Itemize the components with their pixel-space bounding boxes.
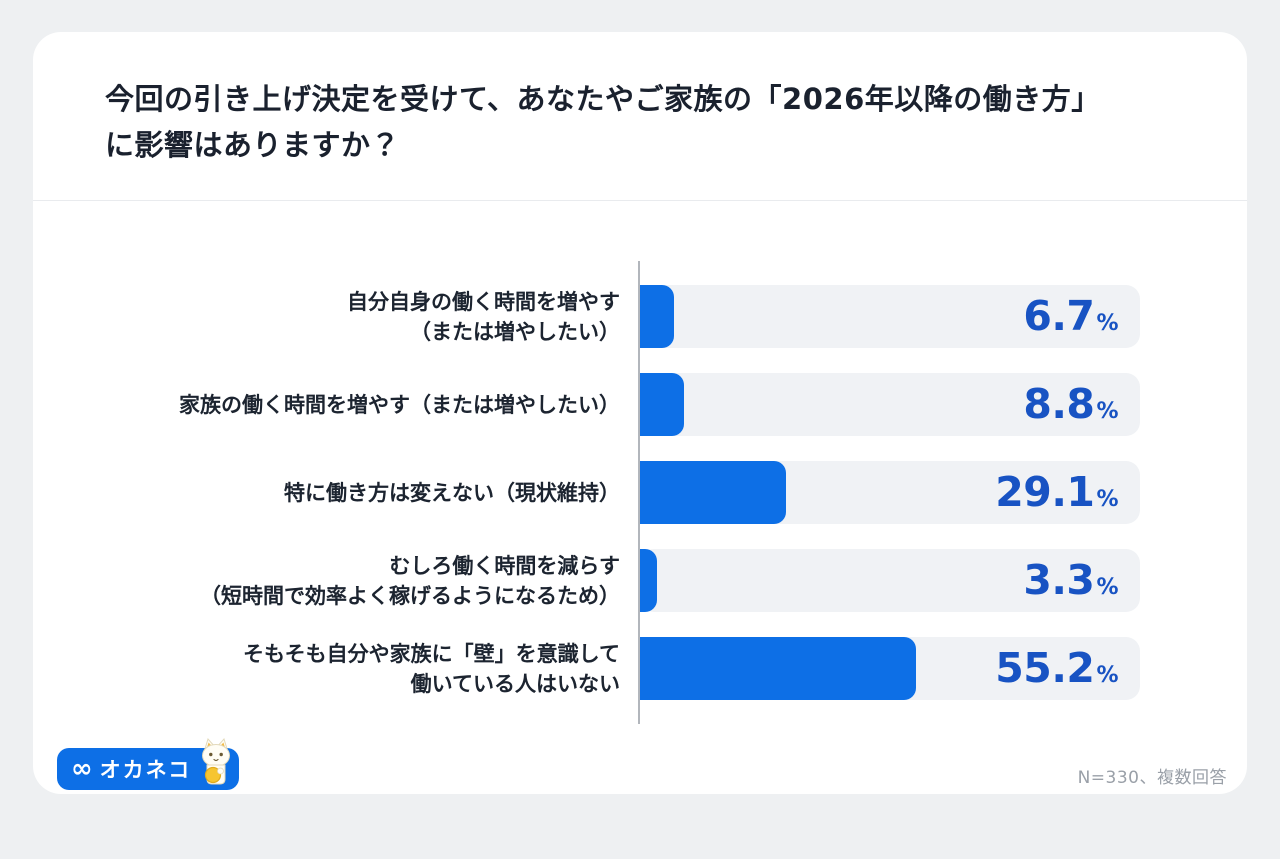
percent-sign: %: [1096, 663, 1118, 688]
category-label: むしろ働く時間を減らす （短時間で効率よく稼げるようになるため）: [200, 553, 620, 608]
value-number: 6.7: [1023, 292, 1095, 340]
value-label: 29.1%: [995, 472, 1140, 513]
bar: [640, 549, 657, 612]
axis-baseline: [638, 261, 640, 724]
percent-sign: %: [1096, 311, 1118, 336]
bar: [640, 285, 674, 348]
okaneko-logo: ∞ オカネコ: [57, 738, 240, 790]
sample-size-note: N=330、複数回答: [1077, 768, 1227, 788]
survey-chart-card: 今回の引き上げ決定を受けて、あなたやご家族の「2026年以降の働き方」 に影響は…: [33, 32, 1247, 794]
chart-row-3: 特に働き方は変えない（現状維持） 29.1%: [33, 461, 1247, 524]
chart-row-5: そもそも自分や家族に「壁」を意識して 働いている人はいない 55.2%: [33, 637, 1247, 700]
percent-sign: %: [1096, 487, 1118, 512]
value-label: 3.3%: [1023, 560, 1140, 601]
value-label: 8.8%: [1023, 384, 1140, 425]
percent-sign: %: [1096, 575, 1118, 600]
chart-rows: 自分自身の働く時間を増やす （または増やしたい） 6.7% 家族の働く時間を増や…: [33, 261, 1247, 724]
logo-text: オカネコ: [99, 758, 192, 782]
infinity-glasses-icon: ∞: [71, 754, 93, 784]
cat-mascot-icon: [196, 737, 236, 791]
chart-row-1: 自分自身の働く時間を増やす （または増やしたい） 6.7%: [33, 285, 1247, 348]
chart-row-4: むしろ働く時間を減らす （短時間で効率よく稼げるようになるため） 3.3%: [33, 549, 1247, 612]
category-label: そもそも自分や家族に「壁」を意識して 働いている人はいない: [243, 641, 620, 696]
bar-chart: 自分自身の働く時間を増やす （または増やしたい） 6.7% 家族の働く時間を増や…: [33, 261, 1247, 724]
chart-row-2: 家族の働く時間を増やす（または増やしたい） 8.8%: [33, 373, 1247, 436]
category-label: 自分自身の働く時間を増やす （または増やしたい）: [347, 289, 620, 344]
chart-title-line2: に影響はありますか？: [105, 128, 401, 162]
bar: [640, 637, 916, 700]
bar-track: 8.8%: [640, 373, 1140, 436]
value-number: 29.1: [995, 468, 1095, 516]
bar-track: 29.1%: [640, 461, 1140, 524]
chart-footer: ∞ オカネコ N=330、複数回答: [33, 700, 1247, 790]
chart-header: 今回の引き上げ決定を受けて、あなたやご家族の「2026年以降の働き方」 に影響は…: [33, 32, 1247, 201]
value-number: 8.8: [1023, 380, 1095, 428]
category-label: 特に働き方は変えない（現状維持）: [284, 480, 620, 505]
category-label: 家族の働く時間を増やす（または増やしたい）: [179, 392, 620, 417]
bar: [640, 461, 786, 524]
bar-track: 3.3%: [640, 549, 1140, 612]
bar-track: 6.7%: [640, 285, 1140, 348]
percent-sign: %: [1096, 399, 1118, 424]
bar-track: 55.2%: [640, 637, 1140, 700]
value-number: 3.3: [1023, 556, 1095, 604]
chart-title: 今回の引き上げ決定を受けて、あなたやご家族の「2026年以降の働き方」 に影響は…: [105, 76, 1183, 168]
value-number: 55.2: [995, 644, 1095, 692]
value-label: 6.7%: [1023, 296, 1140, 337]
chart-title-line1: 今回の引き上げ決定を受けて、あなたやご家族の「2026年以降の働き方」: [105, 82, 1101, 116]
bar: [640, 373, 684, 436]
value-label: 55.2%: [995, 648, 1140, 689]
